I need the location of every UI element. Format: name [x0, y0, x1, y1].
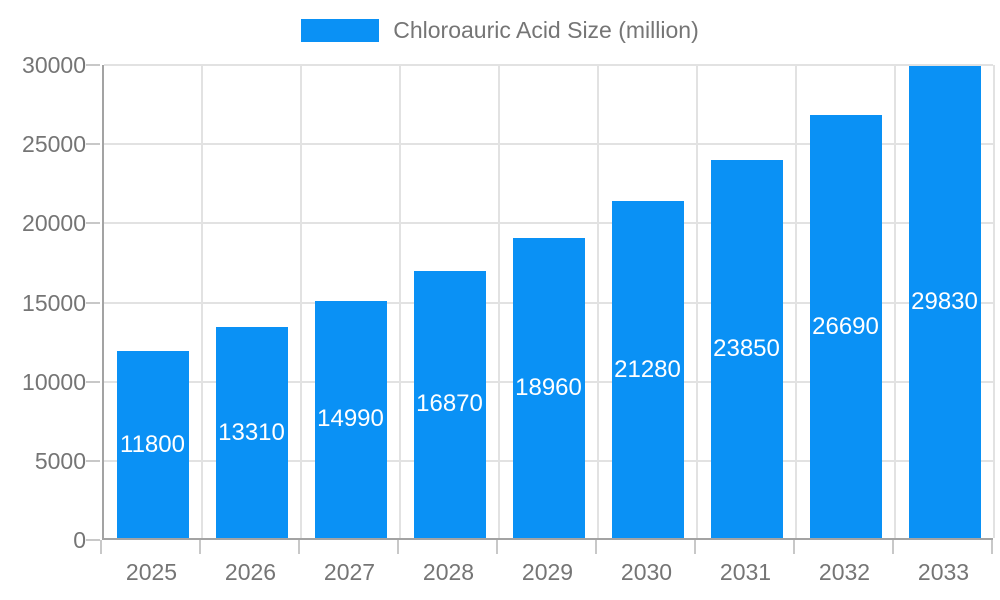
x-axis-tick-label: 2029 [521, 559, 574, 585]
y-axis-tick [86, 380, 100, 383]
bar-2028[interactable]: 16870 [413, 270, 486, 538]
x-axis-tick [595, 540, 597, 554]
x-axis-tick [694, 540, 696, 554]
y-axis-tick [86, 64, 100, 66]
y-axis-tick [86, 301, 100, 304]
x-axis-tick [199, 540, 201, 554]
bar-2031[interactable]: 23850 [710, 160, 783, 538]
y-axis-tick-label: 15000 [22, 289, 86, 316]
bar-value-label: 29830 [911, 287, 978, 315]
y-axis-tick-label: 30000 [22, 52, 86, 78]
legend-label: Chloroauric Acid Size (million) [393, 17, 699, 43]
x-axis-tick-label: 2027 [323, 559, 376, 585]
x-axis-tick [496, 540, 498, 554]
x-gridline [201, 65, 203, 538]
bar-value-label: 11800 [120, 430, 185, 458]
x-gridline [894, 65, 896, 538]
bar-2032[interactable]: 26690 [809, 115, 882, 538]
x-gridline [300, 65, 302, 538]
bar-value-label: 13310 [218, 418, 285, 446]
bar-value-label: 18960 [515, 373, 582, 401]
y-axis-tick-label: 25000 [22, 131, 86, 158]
bar-2029[interactable]: 18960 [512, 237, 585, 538]
bar-2033[interactable]: 29830 [908, 65, 981, 538]
y-gridline [104, 64, 993, 66]
x-axis-tick [100, 540, 102, 554]
bar-value-label: 14990 [317, 405, 384, 433]
bar-value-label: 21280 [614, 355, 681, 383]
bar-2027[interactable]: 14990 [314, 300, 387, 538]
x-axis-tick-label: 2026 [224, 559, 277, 585]
x-gridline [795, 65, 797, 538]
bar-2030[interactable]: 21280 [611, 201, 684, 538]
y-axis-tick [86, 539, 100, 541]
x-axis-tick [793, 540, 795, 554]
x-axis-tick-label: 2030 [620, 559, 673, 585]
y-axis-tick [86, 222, 100, 225]
x-gridline [399, 65, 401, 538]
y-axis-tick [86, 143, 100, 146]
y-axis-tick-label: 5000 [34, 447, 86, 474]
legend[interactable]: Chloroauric Acid Size (million) [0, 19, 1000, 42]
y-axis-tick [86, 459, 100, 462]
x-axis-tick [397, 540, 399, 554]
y-axis-tick-label: 10000 [22, 368, 86, 395]
x-axis-tick-label: 2031 [719, 559, 772, 585]
x-axis-tick-label: 2032 [818, 559, 871, 585]
y-axis-tick-label: 20000 [22, 210, 86, 237]
x-axis-tick-label: 2028 [422, 559, 475, 585]
x-axis-tick [298, 540, 300, 554]
x-axis-tick [892, 540, 894, 554]
bar-2026[interactable]: 13310 [215, 327, 288, 538]
x-axis-tick-label: 2033 [917, 559, 970, 585]
bar-value-label: 23850 [713, 335, 780, 363]
plot-area: 11800 13310 14990 16870 18960 21280 23850 26690… [102, 64, 995, 540]
bar-2025[interactable]: 11800 [116, 351, 189, 538]
y-axis-tick-label: 0 [73, 527, 86, 553]
x-gridline [498, 65, 500, 538]
x-gridline [597, 65, 599, 538]
x-gridline [696, 65, 698, 538]
x-axis-tick-label: 2025 [125, 559, 178, 585]
x-gridline [993, 65, 995, 538]
x-axis-tick [991, 540, 993, 554]
bar-value-label: 26690 [812, 312, 879, 340]
bar-value-label: 16870 [416, 390, 483, 418]
legend-swatch [301, 19, 380, 42]
